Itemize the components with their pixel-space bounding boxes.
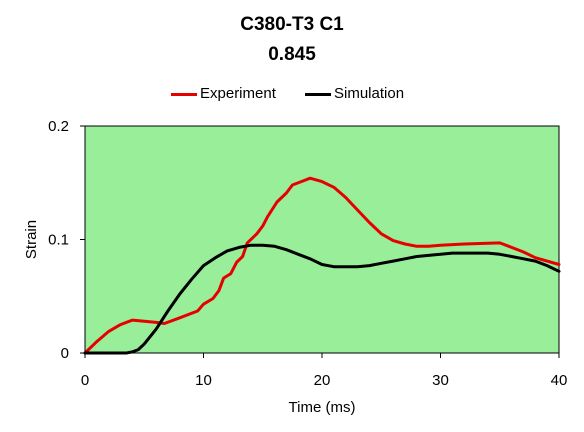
x-tick-label: 30 [432, 372, 449, 389]
y-tick-label: 0.2 [48, 118, 69, 135]
legend: Experiment Simulation [0, 84, 584, 104]
x-tick-label: 10 [195, 372, 212, 389]
x-axis-title: Time (ms) [289, 399, 356, 416]
plot-area [84, 125, 560, 354]
y-tick-label: 0 [61, 345, 69, 362]
series-line-experiment [83, 176, 561, 355]
chart-subtitle: 0.845 [268, 44, 316, 65]
legend-swatch-simulation [305, 93, 331, 96]
series-layer [83, 176, 561, 355]
legend-label-experiment: Experiment [200, 85, 276, 102]
x-tick-label: 20 [314, 372, 331, 389]
y-axis-title: Strain [23, 220, 40, 259]
legend-label-simulation: Simulation [334, 85, 405, 102]
x-tick-label: 40 [551, 372, 568, 389]
y-tick-label: 0.1 [48, 232, 69, 249]
legend-swatch-experiment [171, 93, 197, 96]
axis-ticks: 0 10 20 30 40 0 0.1 0.2 [48, 118, 567, 389]
series-line-simulation [83, 243, 561, 355]
chart-title: C380-T3 C1 [240, 14, 344, 35]
x-tick-label: 0 [81, 372, 89, 389]
